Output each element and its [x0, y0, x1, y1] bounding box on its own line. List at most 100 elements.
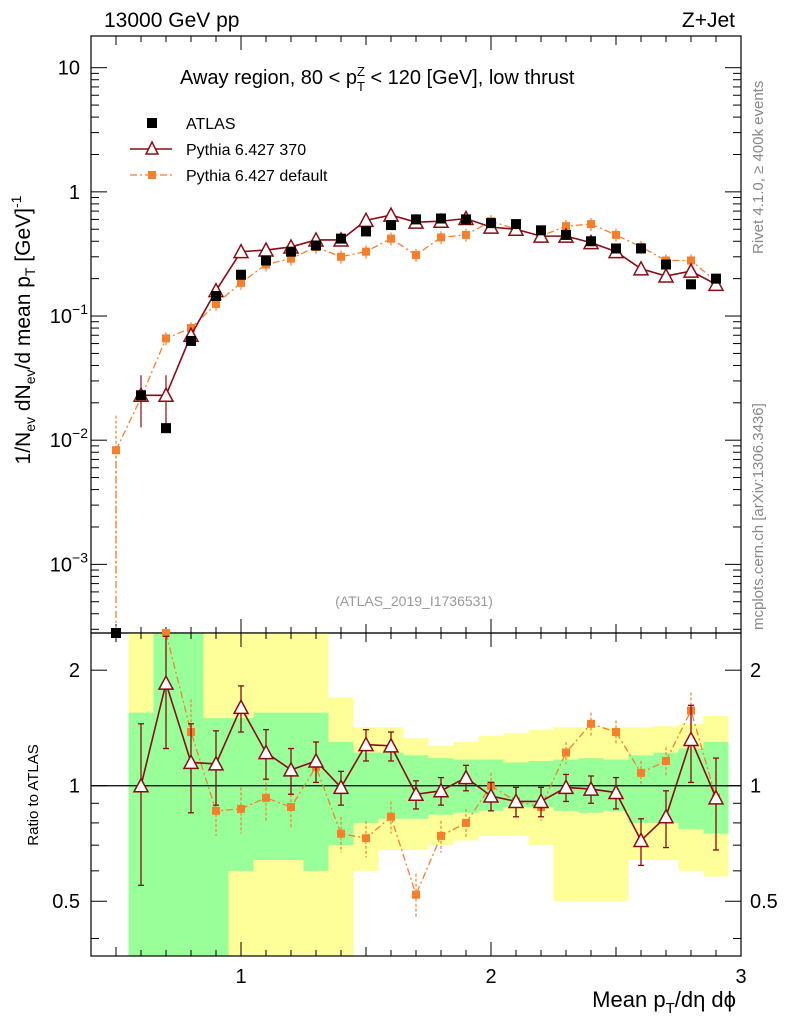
ratio-pythia370-point	[657, 808, 675, 824]
atlas-point	[636, 243, 646, 254]
atlas-point	[586, 236, 596, 247]
ratio-pythia370-point	[407, 785, 425, 802]
pythia-default-point	[412, 251, 420, 260]
atlas-point	[361, 226, 371, 237]
pythia-default-point	[437, 233, 445, 242]
ratio-pythia-default-point	[562, 748, 570, 757]
ratio-inner-band	[628, 755, 654, 823]
x-tick-label: 3	[735, 966, 746, 988]
atlas-point	[536, 225, 546, 236]
mcplots-label: mcplots.cern.ch [arXiv:1306.3436]	[750, 403, 767, 630]
ratio-pythia-default-point	[387, 812, 395, 821]
ratio-pythia-default-point	[412, 890, 420, 899]
pythia-default-point	[587, 220, 595, 229]
pythia-default-point	[562, 222, 570, 231]
ratio-pythia370-point	[482, 787, 500, 803]
ratio-y-tick-label: 0.5	[52, 891, 80, 913]
pythia370-point	[157, 386, 175, 403]
pythia370-point	[382, 206, 400, 222]
pythia-default-point	[337, 252, 345, 261]
pythia-default-point	[237, 278, 245, 287]
ratio-pythia-default-point	[587, 719, 595, 728]
ratio-pythia370-point	[507, 792, 525, 809]
x-tick-label: 1	[235, 966, 246, 988]
ratio-pythia-default-point	[637, 768, 645, 777]
ratio-pythia370-point	[557, 778, 575, 795]
ratio-pythia370-point	[607, 783, 625, 800]
ratio-pythia370-point	[182, 753, 200, 770]
main-y-tick-label: 10−1	[50, 301, 88, 328]
ratio-pythia370-point	[307, 752, 325, 768]
pythia-default-point	[687, 256, 695, 265]
ratio-pythia370-point	[457, 769, 475, 785]
main-y-tick-label: 10−3	[50, 549, 88, 576]
ratio-pythia-default-point	[287, 803, 295, 812]
ratio-inner-band	[303, 712, 329, 871]
atlas-point	[211, 290, 221, 301]
main-y-tick-label: 1	[69, 182, 80, 204]
ratio-pythia370-point	[707, 789, 725, 805]
ratio-pythia370-point	[132, 777, 150, 793]
ratio-outer-band	[603, 727, 629, 902]
ratio-pythia-default-point	[162, 629, 170, 637]
ratio-pythia370-point	[357, 735, 375, 752]
pythia370-line	[141, 214, 717, 397]
ratio-outer-band	[578, 727, 604, 902]
ratio-pythia-default-point	[262, 793, 270, 802]
ratio-pythia370-point	[207, 755, 225, 771]
plot-title: Away region, 80 < pTZ < 120 [GeV], low t…	[180, 64, 575, 94]
pythia-default-point	[387, 234, 395, 243]
analysis-watermark: (ATLAS_2019_I1736531)	[335, 593, 493, 609]
pythia370-point	[657, 267, 675, 283]
ratio-pythia-default-point	[337, 829, 345, 838]
energy-label: 13000 GeV pp	[104, 9, 239, 32]
atlas-point	[436, 213, 446, 224]
pythia-default-point	[362, 247, 370, 256]
main-y-tick-label: 10	[58, 58, 80, 80]
svg-text:1/Nev dNev/d mean pT [GeV]-1: 1/Nev dNev/d mean pT [GeV]-1	[8, 195, 38, 464]
pythia370-point	[532, 227, 550, 243]
atlas-point	[136, 390, 146, 401]
ratio-y-axis-label: Ratio to ATLAS	[25, 744, 42, 845]
pythia370-point	[357, 211, 375, 228]
ratio-pythia370-point	[232, 698, 250, 715]
atlas-point	[236, 269, 246, 280]
atlas-point	[561, 229, 571, 240]
ratio-pythia-default-point	[612, 728, 620, 737]
ratio-pythia370-point	[332, 778, 350, 795]
x-axis-label: Mean pT/dη dϕ	[592, 987, 736, 1017]
ratio-pythia-default-point	[212, 806, 220, 815]
atlas-point	[386, 220, 396, 231]
ratio-pythia370-point	[432, 782, 450, 798]
ratio-pythia370-point	[282, 761, 300, 777]
main-y-tick-label: 10−2	[50, 425, 88, 452]
atlas-point	[511, 219, 521, 230]
pythia370-point	[632, 260, 650, 276]
pythia-default-point	[287, 254, 295, 263]
pythia-default-point	[162, 334, 170, 343]
atlas-point	[261, 255, 271, 266]
pythia-default-point	[112, 446, 120, 455]
ratio-y-tick-label-right: 2	[750, 660, 761, 682]
ratio-pythia370-point	[582, 780, 600, 796]
ratio-y-tick-label-right: 0.5	[750, 891, 778, 913]
ratio-pythia370-point	[532, 792, 550, 809]
atlas-point	[486, 218, 496, 229]
legend-atlas-label: ATLAS	[186, 116, 236, 133]
atlas-point	[461, 214, 471, 225]
atlas-point	[711, 273, 721, 284]
ratio-pythia370-point	[157, 674, 175, 690]
atlas-point	[661, 259, 671, 270]
ratio-pythia370-point	[382, 737, 400, 753]
atlas-point	[611, 243, 621, 254]
atlas-point	[161, 423, 171, 434]
atlas-point	[311, 240, 321, 251]
atlas-point	[186, 335, 196, 346]
pythia-default-point	[462, 230, 470, 239]
ratio-pythia-default-point	[437, 831, 445, 840]
ratio-pythia370-line	[140, 680, 717, 842]
legend-pythia-default-marker	[148, 171, 156, 179]
x-tick-label: 2	[485, 966, 496, 988]
ratio-pythia-default-point	[362, 834, 370, 843]
